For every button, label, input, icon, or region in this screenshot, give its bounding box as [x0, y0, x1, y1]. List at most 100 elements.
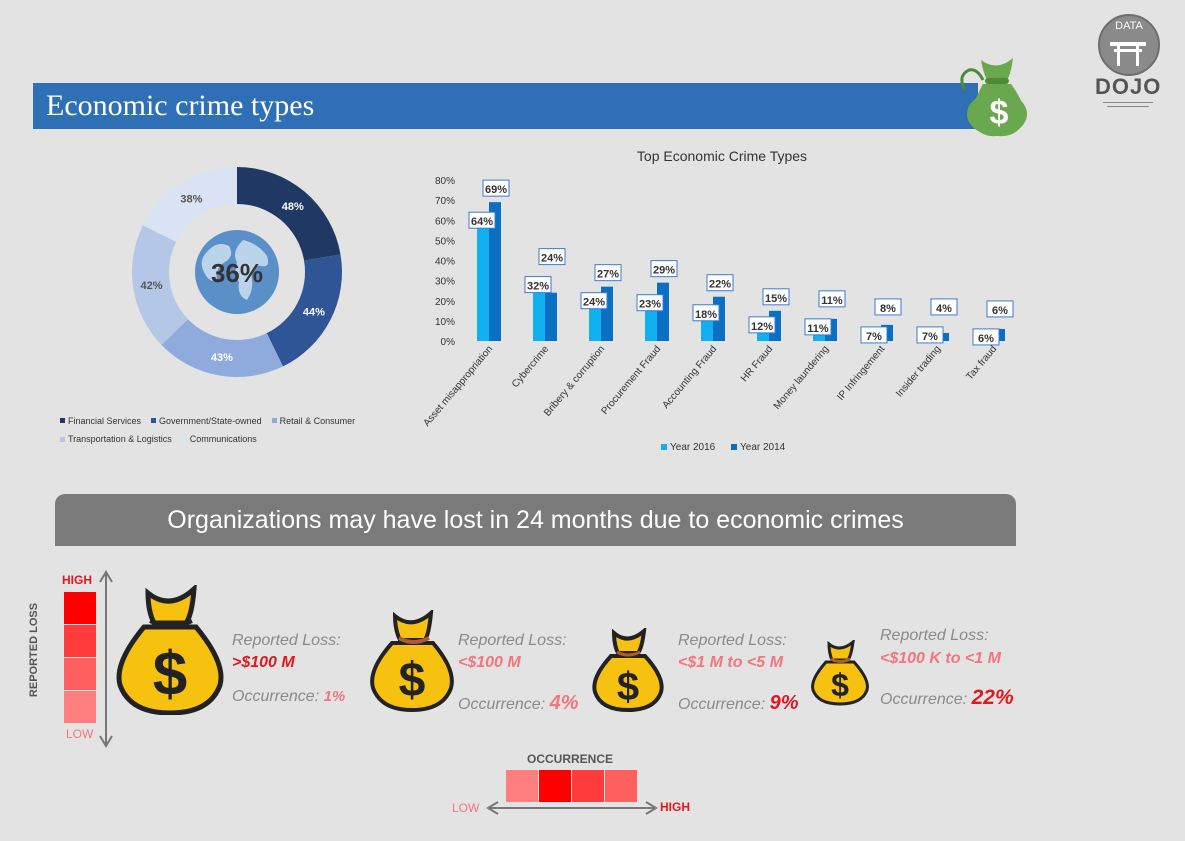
- donut-slice-label-1: 48%: [282, 201, 304, 213]
- data-label-2016-6: 12%: [751, 321, 773, 333]
- data-label-2016-5: 18%: [695, 309, 717, 321]
- data-label-box: [818, 290, 846, 308]
- reported-loss-value-2: <$100 M: [458, 654, 521, 671]
- data-label-2014-8: 8%: [880, 303, 896, 315]
- bar-chart: Top Economic Crime Types 0% 10% 20% 30% 40% 50…: [421, 148, 1014, 453]
- bar-chart-title: Top Economic Crime Types: [637, 148, 807, 164]
- data-label-2014-9: 4%: [936, 303, 952, 315]
- logo-top-text: DATA: [1115, 20, 1143, 32]
- bar-legend-label-2: Year 2014: [740, 442, 786, 453]
- legend-swatch: [60, 436, 65, 442]
- data-label-box: [804, 318, 832, 336]
- occurrence-line-2: Occurrence: 4%: [458, 692, 579, 714]
- y-tick-label: 0%: [441, 337, 456, 348]
- x-tick-label-9: Insider trading: [894, 344, 943, 400]
- x-tick-label-5: Accounting Fraud: [660, 344, 719, 411]
- data-label-2016-2: 32%: [527, 281, 549, 293]
- svg-text:$: $: [153, 640, 187, 709]
- occurrence-line-1: Occurrence: 1%: [232, 688, 346, 705]
- data-label-box: [524, 276, 552, 294]
- bar-legend-swatch-2: [731, 444, 737, 450]
- occurrence-scale: [486, 770, 658, 815]
- legend-swatch: [181, 436, 187, 442]
- donut-slice-2: [266, 254, 342, 367]
- reported-loss-label-4: Reported Loss:: [880, 627, 989, 644]
- data-label-2016-7: 11%: [807, 323, 829, 335]
- data-label-box: [986, 300, 1014, 318]
- data-label-box: [468, 211, 496, 229]
- occurrence-line-3: Occurrence: 9%: [678, 692, 799, 714]
- donut-chart: 48% 44% 43% 42% 38% 36%: [132, 167, 342, 378]
- loss-low-label: LOW: [66, 727, 94, 741]
- y-tick-label: 10%: [435, 317, 455, 328]
- donut-legend-item-5: Communications: [181, 434, 257, 444]
- data-label-box: [860, 326, 888, 344]
- data-label-2014-10: 6%: [992, 305, 1008, 317]
- x-tick-label-10: Tax fraud: [964, 344, 999, 383]
- x-tick-label-1: Asset misappropriation: [421, 344, 495, 429]
- data-label-box: [482, 179, 510, 197]
- occurrence-scale-cell-3: [572, 770, 604, 802]
- donut-center-label: 36%: [211, 258, 263, 288]
- data-label-2014-4: 29%: [653, 265, 675, 277]
- occurrence-value-1: 1%: [323, 688, 346, 705]
- data-label-2016-3: 24%: [583, 297, 605, 309]
- svg-text:$: $: [990, 94, 1009, 132]
- donut-legend-item-2: Government/State-owned: [151, 416, 262, 426]
- svg-text:$: $: [399, 654, 426, 707]
- legend-label: Retail & Consumer: [279, 415, 356, 426]
- donut-slice-1: [237, 167, 341, 261]
- occurrence-low-label: LOW: [452, 801, 480, 815]
- loss-banner-title: Organizations may have lost in 24 months…: [167, 506, 904, 534]
- donut-slice-3: [161, 319, 283, 378]
- y-tick-label: 80%: [435, 176, 455, 187]
- logo-fine-print: [1103, 102, 1153, 107]
- donut-slice-label-4: 42%: [141, 280, 163, 292]
- loss-scale: [64, 570, 113, 748]
- data-label-2014-6: 15%: [765, 293, 787, 305]
- globe-icon: [195, 230, 279, 314]
- data-label-box: [580, 292, 608, 310]
- data-label-2016-10: 6%: [978, 333, 994, 345]
- data-label-box: [594, 264, 622, 282]
- data-label-box: [874, 298, 902, 316]
- bar-2016-1: [477, 212, 489, 341]
- data-label-box: [706, 274, 734, 292]
- money-bag-icon-small: $: [592, 628, 664, 712]
- reported-loss-value-4: <$100 K to <1 M: [880, 650, 1001, 667]
- money-bag-icon: $: [960, 58, 1027, 137]
- reported-loss-label-2: Reported Loss:: [458, 632, 567, 649]
- legend-label: Communications: [189, 434, 257, 444]
- x-tick-label-6: HR Fraud: [739, 344, 775, 384]
- data-label-box: [916, 326, 944, 344]
- occurrence-value-2: 4%: [549, 692, 579, 714]
- data-label-box: [538, 248, 566, 266]
- loss-banner: Organizations may have lost in 24 months…: [55, 494, 1016, 546]
- bar-legend-swatch-1: [661, 444, 667, 450]
- y-tick-label: 40%: [435, 257, 455, 268]
- data-label-box: [650, 260, 678, 278]
- donut-legend-item-4: Transportation & Logistics: [60, 434, 172, 444]
- donut-slice-4: [132, 225, 189, 345]
- data-label-box: [692, 304, 720, 322]
- occurrence-scale-cell-1: [506, 770, 538, 802]
- data-label-2014-1: 69%: [485, 184, 507, 196]
- y-tick-label: 30%: [435, 277, 455, 288]
- x-tick-label-4: Procurement Fraud: [599, 344, 663, 417]
- data-label-box: [930, 298, 958, 316]
- donut-slice-5: [142, 167, 237, 242]
- legend-label: Transportation & Logistics: [68, 434, 172, 444]
- data-label-2014-2: 24%: [541, 253, 563, 265]
- money-bag-icon-medium: $: [370, 610, 454, 712]
- donut-legend: Financial Services Government/State-owned…: [60, 415, 400, 452]
- data-label-2016-8: 7%: [866, 331, 882, 343]
- loss-axis-label: REPORTED LOSS: [28, 602, 40, 698]
- legend-swatch: [151, 418, 157, 423]
- page-title: Economic crime types: [46, 89, 315, 122]
- x-tick-label-2: Cybercrime: [510, 344, 552, 391]
- reported-loss-value-3: <$1 M to <5 M: [678, 654, 783, 671]
- bar-2014-2: [545, 292, 557, 341]
- header-banner: Economic crime types: [33, 83, 978, 129]
- data-dojo-logo: DATA DOJO: [1093, 14, 1163, 124]
- data-label-2014-5: 22%: [709, 279, 731, 291]
